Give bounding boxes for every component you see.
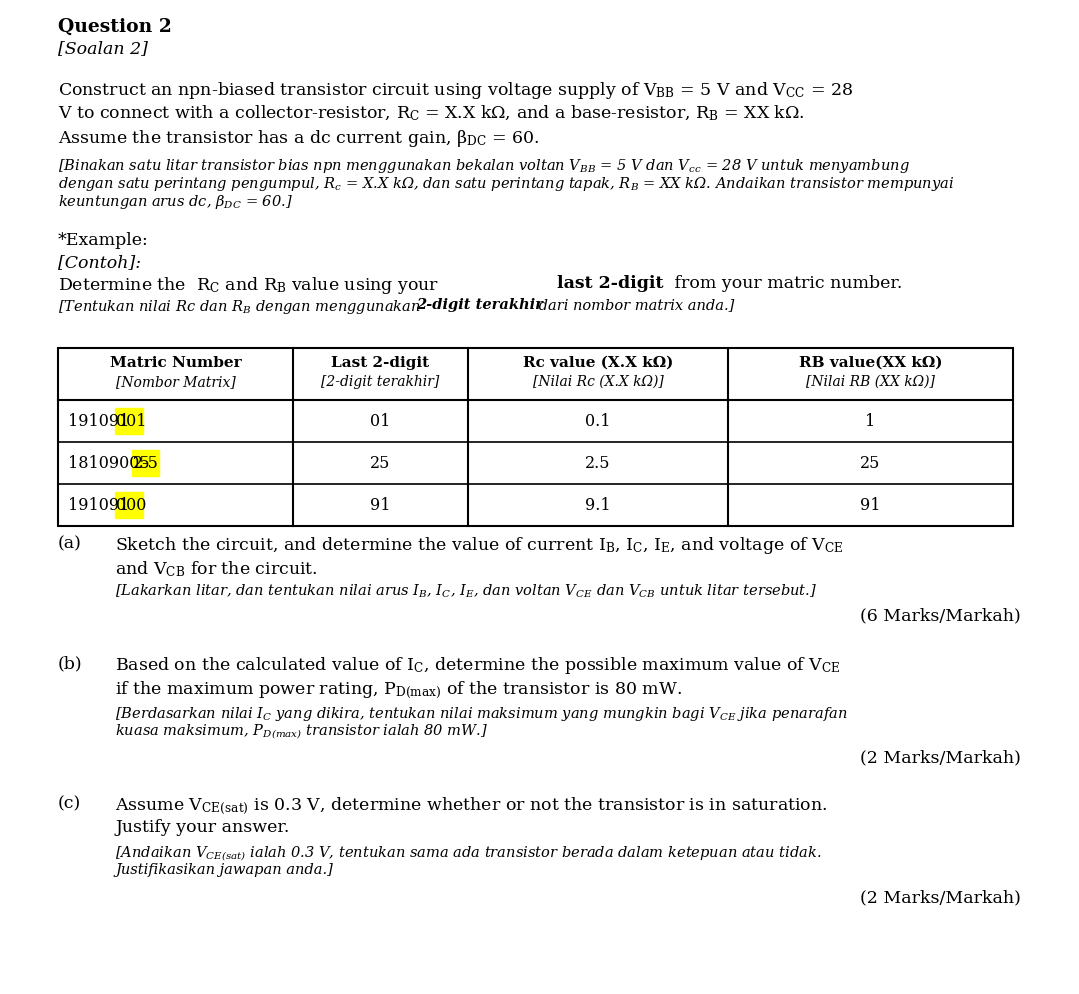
- Text: (2 Marks/Markah): (2 Marks/Markah): [860, 889, 1021, 906]
- Text: [2-digit terakhir]: [2-digit terakhir]: [322, 375, 439, 389]
- Text: (c): (c): [58, 795, 81, 812]
- Text: [Andaikan $\mathregular{V_{CE(sat)}}$ ialah 0.3 V, tentukan sama ada transistor : [Andaikan $\mathregular{V_{CE(sat)}}$ ia…: [115, 845, 821, 863]
- Text: [Lakarkan litar, dan tentukan nilai arus $\mathregular{I_B}$, $\mathregular{I_C}: [Lakarkan litar, dan tentukan nilai arus…: [115, 583, 817, 600]
- Text: 000: 000: [117, 496, 147, 514]
- Text: Justifikasikan jawapan anda.]: Justifikasikan jawapan anda.]: [115, 863, 333, 877]
- Text: 2.5: 2.5: [585, 454, 611, 471]
- Text: Construct an npn-biased transistor circuit using voltage supply of $\mathregular: Construct an npn-biased transistor circu…: [58, 80, 853, 101]
- Bar: [115, 492, 142, 518]
- Text: *Example:: *Example:: [58, 232, 149, 249]
- Text: and $\mathregular{V_{CB}}$ for the circuit.: and $\mathregular{V_{CB}}$ for the circu…: [115, 559, 317, 579]
- Text: Based on the calculated value of $\mathregular{I_C}$, determine the possible max: Based on the calculated value of $\mathr…: [115, 655, 841, 676]
- Text: V to connect with a collector-resistor, $\mathregular{R_C}$ = X.X k$\mathregular: V to connect with a collector-resistor, …: [58, 104, 805, 123]
- Text: (a): (a): [58, 535, 82, 552]
- Text: [Binakan satu litar transistor bias npn menggunakan bekalan voltan $\mathregular: [Binakan satu litar transistor bias npn …: [58, 157, 910, 175]
- Text: (6 Marks/Markah): (6 Marks/Markah): [860, 607, 1021, 624]
- Text: 1: 1: [865, 413, 876, 429]
- Text: 25: 25: [370, 454, 391, 471]
- Text: [Nilai Rc (X.X kΩ)]: [Nilai Rc (X.X kΩ)]: [533, 375, 664, 389]
- Text: RB value(XX kΩ): RB value(XX kΩ): [798, 356, 942, 370]
- Text: 9.1: 9.1: [585, 496, 611, 514]
- Text: dari nombor matrix anda.]: dari nombor matrix anda.]: [534, 298, 735, 312]
- Text: kuasa maksimum, $\mathregular{P_{D(max)}}$ transistor ialah 80 mW.]: kuasa maksimum, $\mathregular{P_{D(max)}…: [115, 723, 488, 742]
- Text: 2-5: 2-5: [133, 454, 159, 471]
- Text: Question 2: Question 2: [58, 18, 172, 36]
- Text: (2 Marks/Markah): (2 Marks/Markah): [860, 749, 1021, 766]
- Text: [Contoh]:: [Contoh]:: [58, 254, 141, 271]
- Text: Sketch the circuit, and determine the value of current $\mathregular{I_B}$, $\ma: Sketch the circuit, and determine the va…: [115, 535, 844, 556]
- Text: Matric Number: Matric Number: [110, 356, 242, 370]
- Text: dengan satu perintang pengumpul, $\mathregular{R_c}$ = X.X k$\mathregular{\Omega: dengan satu perintang pengumpul, $\mathr…: [58, 175, 954, 193]
- Text: 01: 01: [370, 413, 391, 429]
- Text: 191091: 191091: [68, 496, 129, 514]
- Bar: [115, 408, 142, 434]
- Text: [Nombor Matrix]: [Nombor Matrix]: [115, 375, 235, 389]
- Text: 25: 25: [860, 454, 880, 471]
- Text: [Tentukan nilai Rc dan $\mathregular{R_B}$ dengan menggunakan: [Tentukan nilai Rc dan $\mathregular{R_B…: [58, 298, 422, 316]
- Text: if the maximum power rating, $\mathregular{P_{D(max)}}$ of the transistor is 80 : if the maximum power rating, $\mathregul…: [115, 679, 682, 701]
- Text: [Berdasarkan nilai $\mathregular{I_C}$ yang dikira, tentukan nilai maksimum yang: [Berdasarkan nilai $\mathregular{I_C}$ y…: [115, 705, 848, 723]
- Bar: [132, 450, 160, 476]
- Text: from your matric number.: from your matric number.: [669, 275, 902, 292]
- Text: 18109005: 18109005: [68, 454, 150, 471]
- Text: 91: 91: [860, 496, 880, 514]
- Text: 191091: 191091: [68, 413, 129, 429]
- Text: (b): (b): [58, 655, 83, 672]
- Text: last 2-digit: last 2-digit: [557, 275, 664, 292]
- Text: Justify your answer.: Justify your answer.: [115, 819, 289, 836]
- Text: 91: 91: [370, 496, 391, 514]
- Text: Last 2-digit: Last 2-digit: [331, 356, 429, 370]
- Text: keuntungan arus dc, $\mathregular{\beta_{DC}}$ = 60.]: keuntungan arus dc, $\mathregular{\beta_…: [58, 193, 292, 211]
- Text: 0.1: 0.1: [585, 413, 611, 429]
- Text: 2-digit terakhir: 2-digit terakhir: [416, 298, 543, 312]
- Text: [Soalan 2]: [Soalan 2]: [58, 40, 148, 57]
- Text: Rc value (X.X kΩ): Rc value (X.X kΩ): [523, 356, 673, 370]
- Bar: [58, 348, 1013, 526]
- Text: Assume the transistor has a dc current gain, $\mathregular{\beta_{DC}}$ = 60.: Assume the transistor has a dc current g…: [58, 128, 540, 149]
- Text: 001: 001: [117, 413, 147, 429]
- Text: [Nilai RB (XX kΩ)]: [Nilai RB (XX kΩ)]: [806, 375, 934, 389]
- Text: Determine the  $\mathregular{R_C}$ and $\mathregular{R_B}$ value using your: Determine the $\mathregular{R_C}$ and $\…: [58, 275, 439, 296]
- Text: Assume $\mathregular{V_{CE(sat)}}$ is 0.3 V, determine whether or not the transi: Assume $\mathregular{V_{CE(sat)}}$ is 0.…: [115, 795, 828, 817]
